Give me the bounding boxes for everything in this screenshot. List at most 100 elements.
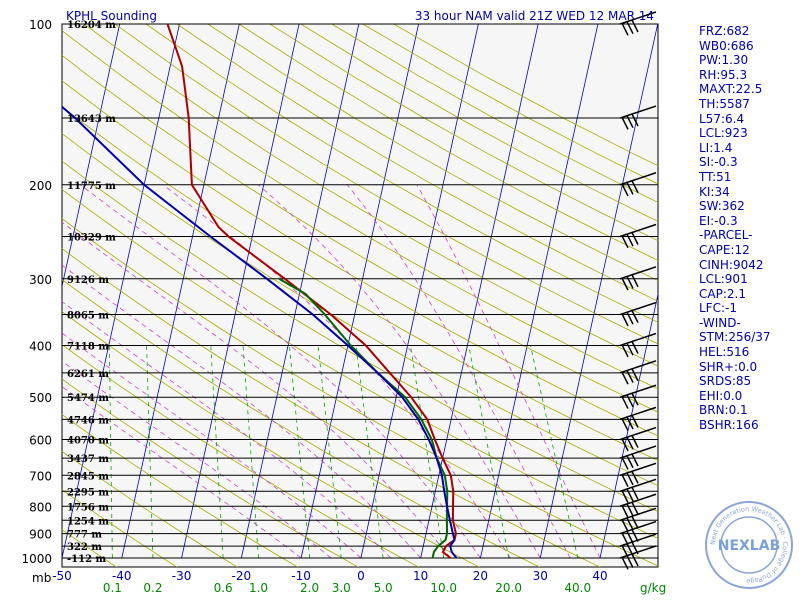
sounding-index-item: EHI:0.0 (699, 388, 743, 403)
pressure-tick-label: 500 (29, 391, 52, 405)
isotherm-line (539, 24, 658, 559)
sounding-index-item: LI:1.4 (699, 140, 733, 155)
height-label: 10329 m (67, 232, 116, 243)
height-label: 13643 m (67, 114, 116, 125)
wind-barb (619, 520, 657, 546)
mixing-ratio-tick-label: 1.0 (249, 581, 268, 595)
sounding-index-item: WB0:686 (699, 38, 754, 53)
dry-adiabat-line (62, 489, 178, 567)
isotherm-line (300, 24, 419, 559)
dry-adiabat-line (176, 24, 658, 302)
height-label: 6261 m (67, 369, 109, 380)
dry-adiabat-line (62, 54, 658, 413)
mixing-ratio-tick-label: 20.0 (495, 581, 522, 595)
pressure-tick-label: 300 (29, 273, 52, 287)
moist-adiabat-line (346, 184, 571, 559)
isotherm-line (181, 24, 300, 559)
temperature-tick-label: 40 (592, 569, 607, 583)
dry-adiabat-line (238, 24, 658, 261)
moist-adiabat-line (416, 184, 601, 559)
mixing-ratio-tick-label: 40.0 (564, 581, 591, 595)
isotherm-line (480, 24, 599, 559)
sounding-index-item: MAXT:22.5 (699, 82, 763, 97)
mixing-ratio-tick-label: 0.1 (103, 581, 122, 595)
mixing-ratio-line (355, 345, 384, 559)
mixing-ratio-tick-label: 3.0 (332, 581, 351, 595)
pressure-tick-label: 1000 (21, 552, 52, 566)
sounding-index-item: CAPE:12 (699, 242, 750, 257)
moist-adiabat-line (62, 386, 302, 559)
dry-adiabat-line (62, 30, 658, 390)
logo-text: NEXLAB (718, 538, 781, 554)
sounding-index-item: SHR+:0.0 (699, 359, 758, 374)
temperature-tick-label: -20 (232, 569, 252, 583)
temperature-profile-line (166, 24, 457, 559)
sounding-index-item: L57:6.4 (699, 111, 745, 126)
height-label: 1756 m (67, 502, 109, 513)
wind-barb (619, 11, 657, 36)
dry-adiabat-line (62, 279, 541, 567)
pressure-axis: 100 200 300 400 500 600 700 800 900 1000 (21, 18, 52, 566)
mixing-ratio-line (146, 345, 154, 559)
temperature-tick-label: -40 (112, 569, 132, 583)
wind-barb (619, 223, 657, 249)
nexlab-logo: Next Generation Weather Lab · College of… (705, 501, 793, 589)
height-label: 8065 m (67, 311, 109, 322)
dewpoint-profile-line (278, 277, 449, 559)
isotherm-line (360, 24, 479, 559)
valid-time-title: 33 hour NAM valid 21Z WED 12 MAR 14 (415, 9, 654, 23)
height-labels: 16204 m 13643 m 11775 m 10329 m 9126 m 8065 m… (67, 20, 116, 565)
wind-barb (619, 493, 657, 518)
sounding-index-item: -WIND- (699, 315, 741, 330)
dry-adiabat-line (62, 189, 658, 539)
dry-adiabat-line (145, 24, 658, 323)
height-label: 2845 m (67, 471, 109, 482)
sounding-index-item: BRN:0.1 (699, 403, 748, 418)
wind-barb (619, 105, 657, 130)
wind-barb (619, 384, 657, 409)
pressure-tick-label: 600 (29, 434, 52, 448)
mixing-ratio-tick-label: 5.0 (374, 581, 393, 595)
dry-adiabat-line (207, 24, 658, 282)
pressure-tick-label: 800 (29, 500, 52, 514)
sounding-profiles (62, 24, 458, 559)
moist-adiabat-line (162, 184, 511, 559)
moist-adiabat-line (62, 221, 451, 559)
mixing-ratio-axis: 0.1 0.2 0.6 1.0 2.0 3.0 5.0 10.0 20.0 40.0 (103, 581, 591, 595)
moist-adiabat-line (80, 184, 481, 559)
dry-adiabat-line (62, 450, 238, 567)
sounding-indices-list: FRZ:682 WB0:686 PW:1.30 RH:95.3 MAXT:22.5 TH:… (699, 24, 799, 433)
mixing-ratio-tick-label: 10.0 (430, 581, 457, 595)
wind-barb (619, 172, 657, 197)
height-label: 777 m (67, 530, 102, 541)
pressure-tick-label: 900 (29, 528, 52, 542)
temperature-tick-label: -30 (172, 569, 192, 583)
sounding-index-item: CAP:2.1 (699, 286, 746, 301)
wind-barb (619, 545, 657, 570)
pressure-tick-label: 100 (29, 18, 52, 32)
height-label: 322 m (67, 542, 102, 553)
height-label: 5474 m (67, 393, 109, 404)
mixing-ratio-unit-label: g/kg (640, 581, 666, 595)
dry-adiabat-line (62, 80, 658, 437)
wind-barbs (619, 11, 657, 570)
height-label: 3437 m (67, 454, 109, 465)
mixing-ratio-tick-label: 0.6 (214, 581, 233, 595)
sounding-index-item: RH:95.3 (699, 67, 748, 82)
height-label: 16204 m (67, 20, 116, 31)
height-label: 1254 m (67, 516, 109, 527)
temperature-tick-label: 20 (473, 569, 488, 583)
dry-adiabat-line (62, 248, 601, 567)
isotherm-line (62, 24, 121, 289)
station-title: KPHL Sounding (66, 9, 157, 23)
isobar-lines (62, 23, 658, 559)
dry-adiabat-line (83, 24, 658, 367)
dry-adiabat-line (62, 160, 658, 513)
sounding-index-item: HEL:516 (699, 345, 750, 360)
temperature-axis: -50 -40 -30 -20 -10 0 10 20 30 40 (52, 569, 607, 583)
sounding-index-item: EI:-0.3 (699, 213, 738, 228)
temperature-tick-label: -50 (52, 569, 72, 583)
sounding-index-item: FRZ:682 (699, 24, 750, 38)
temperature-tick-label: 30 (533, 569, 548, 583)
